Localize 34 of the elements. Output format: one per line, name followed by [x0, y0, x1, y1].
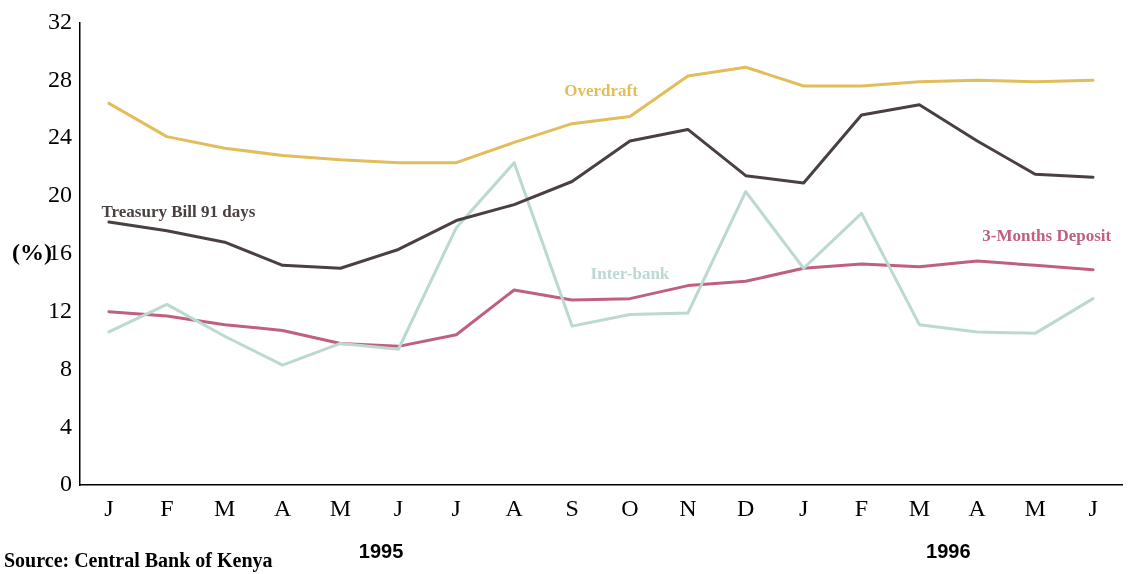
- y-tick-label: 20: [48, 181, 72, 208]
- x-tick-label: J: [1088, 494, 1098, 521]
- x-tick-label: N: [679, 494, 697, 521]
- y-tick-label: 0: [60, 470, 72, 497]
- y-tick-label: 12: [48, 296, 72, 323]
- text: 1996: [926, 539, 971, 562]
- x-tick-label: J: [104, 494, 114, 521]
- series-label: Inter-bank: [590, 263, 670, 283]
- y-tick-label: 8: [60, 354, 72, 381]
- x-tick-label: J: [798, 494, 809, 521]
- x-tick-label: A: [273, 494, 292, 521]
- x-tick-label: A: [968, 494, 987, 521]
- x-tick-label: S: [565, 494, 579, 521]
- x-tick-label: O: [621, 494, 639, 521]
- series-label: Overdraft: [564, 81, 639, 101]
- x-tick-label: M: [1024, 494, 1046, 521]
- x-tick-label: D: [737, 494, 755, 521]
- y-tick-label: 24: [48, 123, 72, 150]
- source-note: Source: Central Bank of Kenya: [4, 549, 273, 573]
- series-label: 3-Months Deposit: [982, 225, 1112, 245]
- x-tick-label: J: [393, 494, 404, 521]
- series-label: Treasury Bill 91 days: [101, 202, 256, 222]
- x-tick-label: F: [160, 494, 174, 521]
- y-tick-label: 32: [48, 7, 72, 34]
- y-axis-title: (%): [12, 239, 52, 265]
- text: 1995: [358, 539, 404, 562]
- y-tick-label: 28: [48, 65, 72, 92]
- x-tick-label: F: [854, 494, 869, 521]
- x-tick-label: A: [505, 494, 524, 521]
- x-tick-label: J: [451, 494, 461, 521]
- x-tick-label: M: [214, 494, 236, 521]
- x-tick-label: M: [908, 494, 931, 521]
- x-tick-label: M: [329, 494, 352, 521]
- y-tick-label: 4: [60, 412, 72, 439]
